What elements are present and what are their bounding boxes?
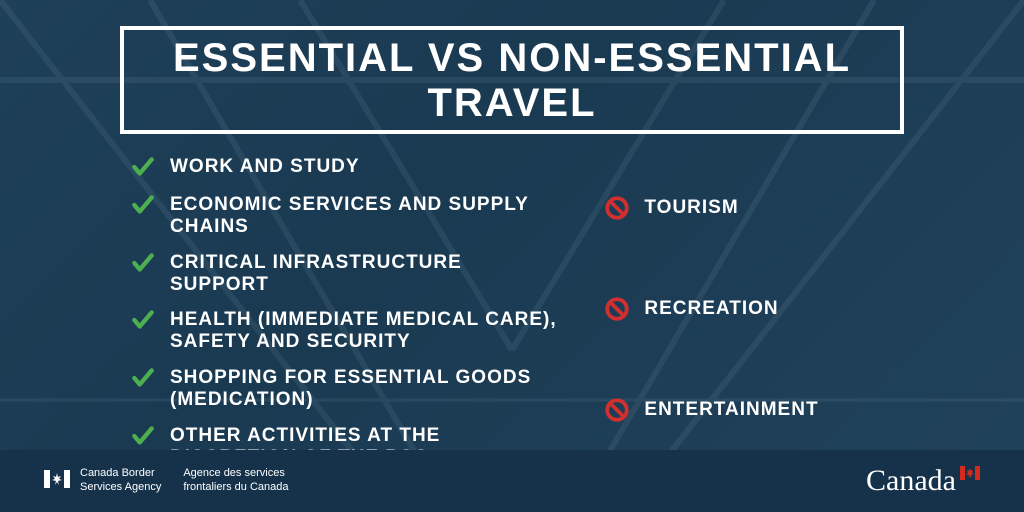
check-icon bbox=[130, 154, 156, 180]
item-label: Economic services and supply chains bbox=[170, 192, 564, 238]
nonessential-column: Tourism Recreation Entertainment bbox=[584, 154, 894, 480]
check-icon bbox=[130, 250, 156, 276]
columns: Work and study Economic services and sup… bbox=[60, 154, 964, 480]
item-label: Entertainment bbox=[644, 397, 818, 421]
agency-signature: Canada Border Services Agency Agence des… bbox=[44, 467, 289, 495]
agency-name-fr: Agence des services frontaliers du Canad… bbox=[183, 467, 288, 495]
item-label: Health (immediate medical care), safety … bbox=[170, 307, 564, 353]
agency-text: Canada Border Services Agency Agence des… bbox=[80, 467, 289, 495]
page-title: ESSENTIAL VS NON-ESSENTIAL TRAVEL bbox=[144, 36, 880, 126]
footer-bar: Canada Border Services Agency Agence des… bbox=[0, 450, 1024, 512]
canada-flag-icon bbox=[44, 470, 70, 493]
list-item: Shopping for essential goods (medication… bbox=[130, 365, 564, 411]
item-label: Recreation bbox=[644, 296, 778, 320]
item-label: Critical infrastructure support bbox=[170, 250, 564, 296]
prohibit-icon bbox=[604, 296, 630, 322]
canada-wordmark: Canada bbox=[866, 464, 980, 498]
prohibit-icon bbox=[604, 397, 630, 423]
wordmark-text: Canada bbox=[866, 464, 956, 498]
item-label: Shopping for essential goods (medication… bbox=[170, 365, 564, 411]
list-item: Critical infrastructure support bbox=[130, 250, 564, 296]
check-icon bbox=[130, 307, 156, 333]
list-item: Tourism bbox=[604, 195, 894, 221]
list-item: Entertainment bbox=[604, 397, 894, 423]
canada-flag-icon bbox=[960, 472, 980, 491]
list-item: Work and study bbox=[130, 154, 564, 180]
prohibit-icon bbox=[604, 195, 630, 221]
list-item: Health (immediate medical care), safety … bbox=[130, 307, 564, 353]
list-item: Recreation bbox=[604, 296, 894, 322]
item-label: Work and study bbox=[170, 154, 360, 178]
item-label: Tourism bbox=[644, 195, 738, 219]
check-icon bbox=[130, 423, 156, 449]
essential-column: Work and study Economic services and sup… bbox=[130, 154, 564, 480]
check-icon bbox=[130, 365, 156, 391]
main-content: ESSENTIAL VS NON-ESSENTIAL TRAVEL Work a… bbox=[0, 0, 1024, 480]
check-icon bbox=[130, 192, 156, 218]
agency-name-en: Canada Border Services Agency bbox=[80, 467, 161, 495]
title-box: ESSENTIAL VS NON-ESSENTIAL TRAVEL bbox=[120, 26, 904, 134]
list-item: Economic services and supply chains bbox=[130, 192, 564, 238]
